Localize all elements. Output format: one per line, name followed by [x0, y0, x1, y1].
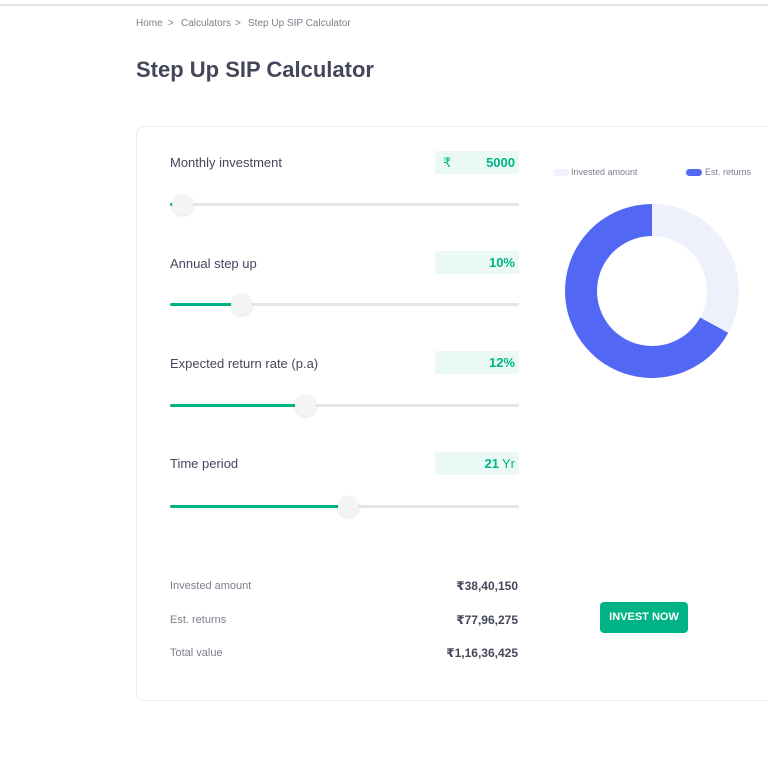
input-value: 12%: [488, 355, 515, 370]
summary-label: Invested amount: [170, 580, 252, 592]
summary-label: Total value: [170, 647, 223, 659]
input-box[interactable]: 10%: [435, 251, 519, 274]
donut-segment: [565, 204, 729, 378]
slider-thumb[interactable]: [338, 496, 359, 517]
slider-thumb[interactable]: [231, 294, 252, 315]
slider[interactable]: [170, 294, 519, 315]
breadcrumb-separator: >: [235, 18, 241, 29]
input-label: Expected return rate (p.a): [170, 356, 319, 371]
slider-fill: [170, 505, 348, 508]
slider-thumb[interactable]: [295, 395, 316, 416]
page-title: Step Up SIP Calculator: [136, 57, 374, 82]
invest-now-button[interactable]: INVEST NOW: [600, 602, 688, 633]
currency-prefix: ₹: [443, 155, 452, 170]
legend-label: Est. returns: [705, 167, 752, 177]
legend-swatch: [553, 169, 569, 176]
slider[interactable]: [170, 496, 519, 517]
input-value: 21: [484, 456, 499, 471]
summary-value: ₹38,40,150: [456, 579, 518, 593]
breadcrumb-current: Step Up SIP Calculator: [248, 18, 351, 29]
legend-label: Invested amount: [571, 167, 638, 177]
input-value: 10%: [488, 255, 515, 270]
input-box[interactable]: 21 Yr: [435, 452, 519, 475]
breadcrumb-link[interactable]: Home: [136, 18, 163, 29]
input-label: Monthly investment: [170, 155, 282, 170]
input-label: Time period: [170, 456, 239, 471]
slider[interactable]: [170, 194, 519, 215]
breadcrumb-link[interactable]: Calculators: [181, 18, 232, 29]
input-box[interactable]: ₹ 5000: [435, 151, 519, 174]
calculator-card: [136, 126, 768, 701]
donut-segment: [652, 204, 739, 333]
breadcrumb-separator: >: [168, 18, 174, 29]
top-border: [0, 4, 768, 6]
slider-fill: [170, 303, 241, 306]
input-label: Annual step up: [170, 256, 257, 271]
input-box[interactable]: 12%: [435, 351, 519, 374]
slider-fill: [170, 203, 174, 206]
summary-label: Est. returns: [170, 614, 227, 626]
summary-value: ₹77,96,275: [456, 613, 518, 627]
input-value: 5000: [486, 155, 515, 170]
summary-value: ₹1,16,36,425: [446, 646, 518, 660]
slider-fill: [170, 404, 305, 407]
slider[interactable]: [170, 395, 519, 416]
donut-chart: [565, 204, 739, 378]
legend-swatch: [686, 169, 702, 176]
slider-thumb[interactable]: [172, 194, 193, 215]
input-suffix: Yr: [502, 456, 515, 471]
